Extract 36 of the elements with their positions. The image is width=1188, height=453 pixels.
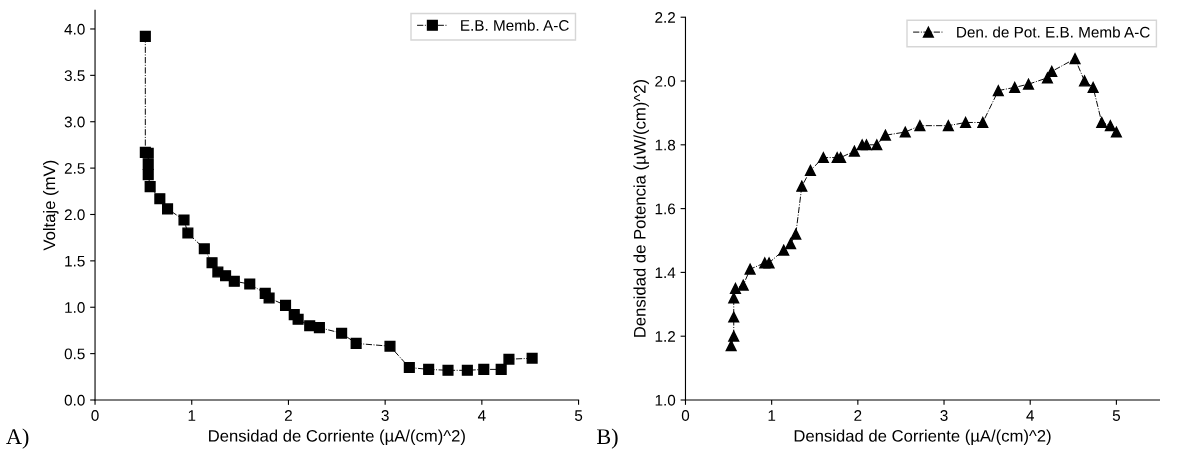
y-tick-label: 3.5 (64, 70, 85, 82)
legend-label: E.B. Memb. A-C (461, 19, 569, 31)
y-tick-label: 2.5 (64, 162, 85, 174)
y-tick-label: 2.0 (655, 75, 676, 87)
legend-label: Den. de Pot. E.B. Memb A-C (957, 26, 1150, 38)
x-tick-label: 5 (574, 410, 583, 421)
x-tick-label: 4 (477, 410, 486, 421)
text: A) (6, 428, 29, 449)
x-tick-label: 1 (768, 410, 776, 421)
x-axis-title: Densidad de Corriente (µA/(cm)^2) (209, 429, 465, 446)
x-tick-label: 5 (1112, 410, 1120, 421)
y-tick-label: 2.2 (655, 12, 675, 23)
y-tick-label: 1.0 (65, 302, 85, 313)
y-tick-label: 1.6 (655, 203, 676, 215)
y-tick-label: 0.5 (64, 348, 85, 360)
x-tick-label: 3 (940, 410, 948, 421)
y-axis-title: Densidad de Potencia (µW/(cm)^2) (633, 80, 649, 337)
x-tick-label: 1 (188, 410, 196, 421)
y-tick-label: 1.5 (65, 255, 85, 267)
y-tick-label: 2.0 (64, 209, 85, 221)
x-tick-label: 3 (381, 410, 389, 421)
y-tick-label: 1.0 (655, 394, 676, 406)
y-tick-label: 1.4 (655, 267, 676, 278)
x-axis-title: Densidad de Corriente (µA/(cm)^2) (794, 429, 1051, 446)
x-tick-label: 0 (91, 410, 99, 421)
x-tick-label: 0 (681, 410, 690, 421)
y-tick-label: 1.8 (655, 139, 676, 151)
y-tick-label: 3.0 (64, 116, 85, 128)
x-tick-label: 2 (284, 410, 292, 421)
x-tick-label: 2 (854, 410, 862, 421)
text: B) (597, 428, 618, 449)
y-tick-label: 0.0 (64, 394, 85, 406)
y-tick-label: 4.0 (64, 23, 85, 35)
y-tick-label: 1.2 (655, 331, 675, 342)
x-tick-label: 4 (1026, 410, 1035, 421)
y-axis-title: Voltaje (mV) (42, 160, 59, 251)
